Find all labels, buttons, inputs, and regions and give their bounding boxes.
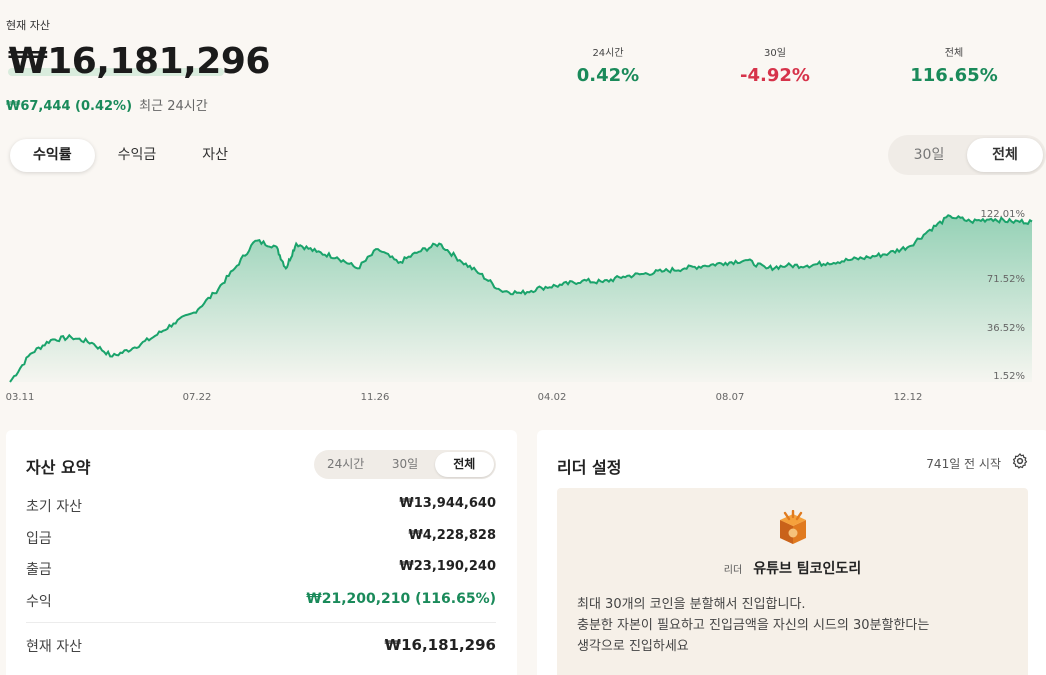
x-tick-label: 08.07 [716, 392, 745, 403]
y-tick-label: 71.52% [987, 274, 1025, 285]
period-tabs: 30일 전체 [888, 135, 1046, 175]
leader-info-box: 리더 유튜브 팀코인도리 최대 30개의 코인을 분할해서 진입합니다. 충분한… [557, 488, 1028, 675]
row-label: 수익 [26, 594, 52, 610]
tab-30d[interactable]: 30일 [913, 147, 945, 163]
stat-30d-value: -4.92% [740, 65, 810, 86]
return-chart[interactable]: 1.52% 36.52% 71.52% 122.01% 03.11 07.22 11.26… [0, 190, 1046, 410]
leader-desc-line: 최대 30개의 코인을 분할해서 진입합니다. [577, 597, 806, 612]
change-line: ₩67,444 (0.42%) 최근 24시간 [6, 95, 208, 114]
x-tick-label: 03.11 [6, 392, 35, 403]
tab-return-rate[interactable]: 수익률 [10, 139, 95, 172]
leader-desc-line: 생각으로 진입하세요 [577, 639, 689, 654]
stat-all-label: 전체 [944, 48, 964, 59]
gear-icon[interactable] [1011, 452, 1029, 470]
stat-24h-value: 0.42% [576, 65, 640, 86]
row-value: ₩21,200,210 (116.65%) [306, 591, 496, 607]
summary-seg-24h[interactable]: 24시간 [326, 457, 365, 471]
metric-tabs: 수익률 수익금 자산 [10, 139, 251, 172]
row-value: ₩4,228,828 [408, 528, 496, 543]
stat-all: 전체 116.65% [894, 44, 1014, 86]
x-tick-label: 12.12 [894, 392, 923, 403]
stat-30d-label: 30일 [764, 48, 786, 59]
summary-seg-30d[interactable]: 30일 [391, 457, 419, 471]
row-value: ₩13,944,640 [399, 496, 496, 511]
row-value: ₩23,190,240 [399, 559, 496, 574]
y-tick-label: 122.01% [981, 209, 1026, 220]
change-amount: ₩67,444 (0.42%) [6, 99, 133, 114]
summary-row-profit: 수익 ₩21,200,210 (116.65%) [26, 591, 496, 611]
summary-row-initial: 초기 자산 ₩13,944,640 [26, 496, 496, 516]
value-highlight [8, 68, 224, 76]
row-label: 초기 자산 [26, 499, 82, 515]
stat-24h: 24시간 0.42% [548, 44, 668, 86]
summary-divider [26, 622, 496, 623]
row-value: ₩16,181,296 [384, 636, 496, 654]
tab-return-amount[interactable]: 수익금 [117, 147, 157, 163]
tab-asset[interactable]: 자산 [202, 147, 229, 163]
row-label: 입금 [26, 531, 52, 547]
total-asset-value: ₩16,181,296 [8, 41, 270, 82]
summary-row-withdraw: 출금 ₩23,190,240 [26, 559, 496, 579]
tab-all[interactable]: 전체 [967, 138, 1043, 172]
leader-tag: 리더 [723, 565, 743, 576]
stat-all-value: 116.65% [910, 65, 998, 86]
leader-name-line: 리더 유튜브 팀코인도리 [557, 558, 1028, 578]
summary-seg-all[interactable]: 전체 [434, 452, 494, 477]
stat-30d: 30일 -4.92% [715, 44, 835, 86]
leader-title: 리더 설정 [557, 458, 622, 477]
chart-series-line [9, 214, 1033, 383]
summary-row-deposit: 입금 ₩4,228,828 [26, 528, 496, 548]
x-tick-label: 04.02 [538, 392, 567, 403]
summary-period-selector: 24시간 30일 전체 [314, 450, 496, 479]
y-tick-label: 1.52% [993, 371, 1025, 382]
row-label: 현재 자산 [26, 639, 82, 655]
leader-logo-icon [780, 510, 806, 544]
leader-name: 유튜브 팀코인도리 [753, 561, 862, 577]
leader-settings-card: 리더 설정 741일 전 시작 리더 유튜브 팀코인도리 최대 30개의 코인을… [537, 430, 1046, 675]
change-period: 최근 24시간 [139, 99, 208, 114]
leader-since: 741일 전 시작 [926, 457, 1001, 471]
summary-row-current: 현재 자산 ₩16,181,296 [26, 636, 496, 656]
y-tick-label: 36.52% [987, 323, 1025, 334]
stat-24h-label: 24시간 [592, 48, 624, 59]
chart-area-fill [10, 215, 1032, 382]
summary-title: 자산 요약 [26, 458, 91, 477]
leader-desc-line: 충분한 자본이 필요하고 진입금액을 자신의 시드의 30분할한다는 [577, 618, 930, 633]
leader-description: 최대 30개의 코인을 분할해서 진입합니다. 충분한 자본이 필요하고 진입금… [577, 594, 929, 657]
asset-summary-card: 자산 요약 24시간 30일 전체 초기 자산 ₩13,944,640 입금 ₩… [6, 430, 517, 675]
row-label: 출금 [26, 562, 52, 578]
current-asset-label: 현재 자산 [6, 19, 50, 32]
x-tick-label: 11.26 [361, 392, 390, 403]
x-tick-label: 07.22 [183, 392, 212, 403]
